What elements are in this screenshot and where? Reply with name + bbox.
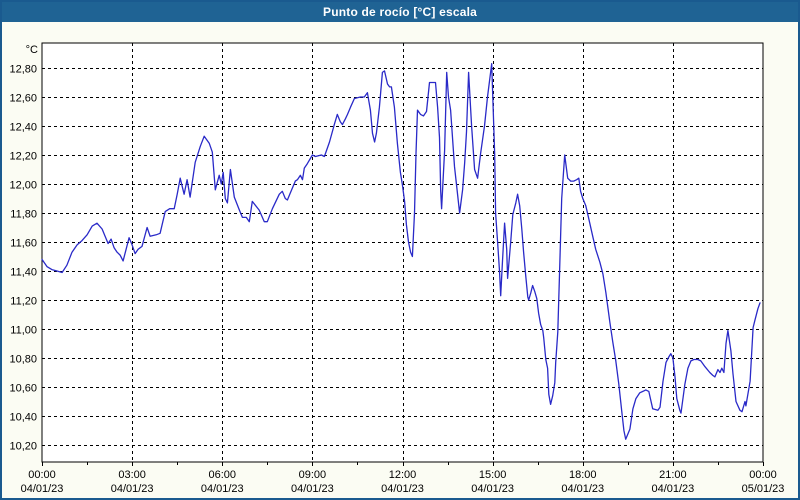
window-title-bar: Punto de rocío [°C] escala xyxy=(2,2,798,22)
x-tick-date-label: 05/01/23 xyxy=(742,483,785,495)
x-gridlines xyxy=(132,43,674,462)
x-tick-labels: 00:00 04/01/23 03:00 04/01/23 06:00 04/01/23 0… xyxy=(21,469,785,495)
window-title: Punto de rocío [°C] escala xyxy=(322,5,478,19)
x-tick-time-label: 09:00 xyxy=(299,469,327,481)
y-tick-label: 10,20 xyxy=(9,441,37,453)
x-tick-time-label: 03:00 xyxy=(118,469,146,481)
x-tick-date-label: 04/01/23 xyxy=(471,483,514,495)
y-tick-label: 12,00 xyxy=(9,180,37,192)
y-tick-label: 11,40 xyxy=(10,267,37,279)
y-tick-label: 11,80 xyxy=(10,209,37,221)
y-tick-label: 12,40 xyxy=(9,122,37,134)
y-tick-label: 11,00 xyxy=(10,325,37,337)
x-tick-date-label: 04/01/23 xyxy=(561,483,604,495)
x-tick-date-label: 04/01/23 xyxy=(381,483,424,495)
y-tick-label: 10,60 xyxy=(9,383,37,395)
x-tick-date-label: 04/01/23 xyxy=(201,483,244,495)
plot-area xyxy=(41,42,764,463)
x-tick-date-label: 04/01/23 xyxy=(651,483,694,495)
x-tick-date-label: 04/01/23 xyxy=(21,483,64,495)
series-line xyxy=(41,63,761,440)
y-tick-label: 10,80 xyxy=(9,354,37,366)
x-tick-date-label: 04/01/23 xyxy=(111,483,154,495)
x-tick-date-label: 04/01/23 xyxy=(291,483,334,495)
x-tick-time-label: 00:00 xyxy=(28,469,56,481)
y-tick-label: 10,40 xyxy=(9,412,37,424)
x-tick-time-label: 18:00 xyxy=(569,469,597,481)
y-tick-label: 12,60 xyxy=(9,93,37,105)
y-tick-label: 11,60 xyxy=(10,238,37,250)
x-tick-time-label: 21:00 xyxy=(659,469,687,481)
x-tick-time-label: 06:00 xyxy=(208,469,236,481)
y-tick-labels: 12,80 12,60 12,40 12,20 12,00 11,80 11,60 11,40… xyxy=(9,44,38,453)
y-tick-label: 12,80 xyxy=(9,64,37,76)
x-tick-time-label: 00:00 xyxy=(749,469,777,481)
x-tick-time-label: 12:00 xyxy=(389,469,417,481)
y-axis-unit-label: °C xyxy=(26,44,38,56)
y-gridlines xyxy=(42,68,763,446)
y-tick-label: 12,20 xyxy=(9,151,37,163)
x-tick-time-label: 15:00 xyxy=(479,469,507,481)
y-tick-label: 11,20 xyxy=(10,296,37,308)
axis-ticks xyxy=(42,462,764,466)
